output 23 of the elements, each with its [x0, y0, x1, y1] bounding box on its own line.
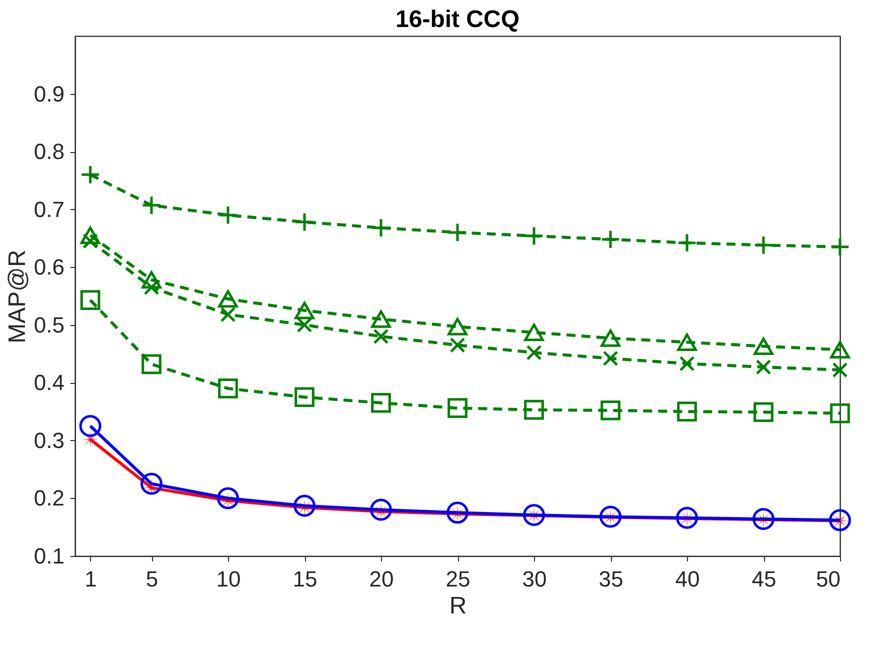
y-tick-label: 0.5 [34, 312, 64, 338]
x-tick-label: 20 [369, 566, 394, 592]
y-tick-label: 0.7 [34, 196, 64, 222]
x-tick-label: 1 [84, 566, 97, 592]
x-tick-label: 35 [598, 566, 624, 592]
chart-title: 16-bit CCQ [395, 6, 520, 33]
x-tick-label: 25 [446, 566, 470, 592]
y-tick-label: 0.2 [34, 486, 64, 511]
x-tick-label: 50 [816, 566, 840, 592]
x-tick-label: 30 [522, 566, 547, 592]
y-axis-title: MAP@R [4, 250, 31, 344]
x-tick-label: 10 [216, 566, 241, 592]
x-tick-label: 45 [752, 566, 776, 592]
x-tick-label: 40 [675, 566, 700, 592]
y-tick-label: 0.9 [34, 81, 64, 106]
y-tick-label: 0.8 [34, 139, 64, 164]
x-tick-label: 5 [146, 566, 158, 592]
y-tick-label: 0.3 [34, 428, 64, 453]
y-tick-label: 0.1 [34, 544, 64, 568]
x-axis-title: R [449, 592, 467, 620]
x-tick-label: 15 [292, 566, 318, 592]
y-tick-label: 0.6 [34, 254, 64, 280]
y-tick-label: 0.4 [34, 370, 64, 396]
